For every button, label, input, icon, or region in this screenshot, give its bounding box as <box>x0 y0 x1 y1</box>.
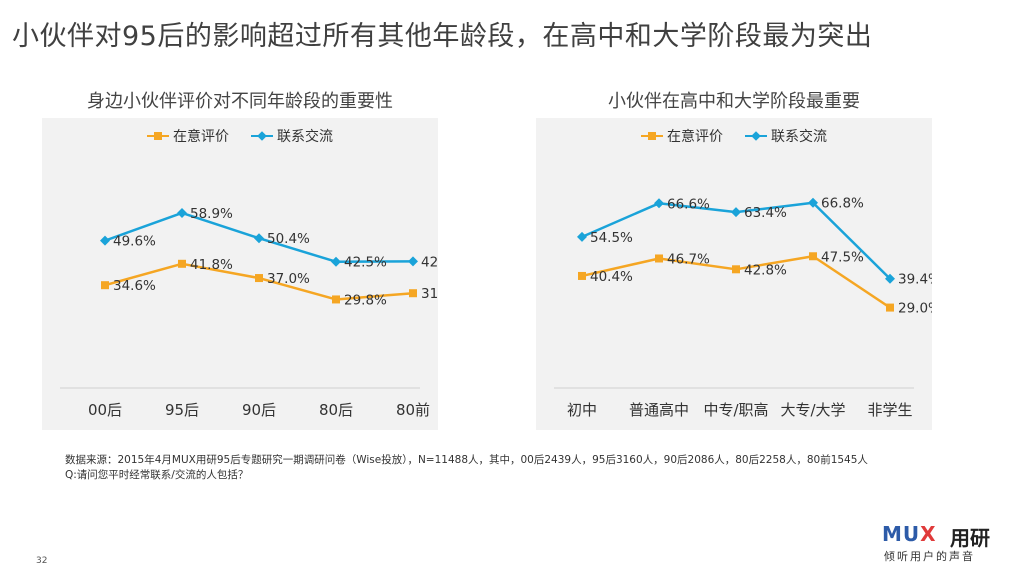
legend-diamond-icon <box>745 131 767 141</box>
legend-item-contact: 联系交流 <box>745 126 827 146</box>
legend-item-care: 在意评价 <box>641 126 723 146</box>
line-chart-right: 初中 普通高中 中专/职高 大专/大学 非学生 40.4% 46.7% 42.8% 47.5% 2… <box>554 196 932 419</box>
x-tick-label: 00后 <box>88 401 122 419</box>
data-label: 47.5% <box>821 249 864 265</box>
data-label: 29.8% <box>344 292 387 308</box>
footnote-source: 数据来源：2015年4月MUX用研95后专题研究一期调研问卷（Wise投放），N… <box>65 454 868 466</box>
data-point <box>731 207 741 218</box>
data-point <box>885 273 895 284</box>
legend-label: 在意评价 <box>667 129 723 145</box>
data-label: 42.8% <box>744 262 787 278</box>
data-point <box>255 274 263 283</box>
slide-title: 小伙伴对95后的影响超过所有其他年龄段，在高中和大学阶段最为突出 <box>12 21 873 52</box>
logo-mark: MUX <box>882 522 937 546</box>
data-point <box>177 207 187 218</box>
data-point <box>331 256 341 267</box>
data-point <box>886 303 894 312</box>
x-tick-label: 80后 <box>319 401 353 419</box>
data-label: 42.5% <box>344 255 387 271</box>
data-point <box>178 259 186 268</box>
data-point <box>100 235 110 246</box>
page-number: 32 <box>36 556 48 566</box>
data-label: 39.4% <box>898 272 932 288</box>
data-point <box>101 281 109 290</box>
data-point <box>254 233 264 244</box>
legend-square-icon <box>641 131 663 141</box>
data-label: 66.6% <box>667 196 710 212</box>
chart-title-right: 小伙伴在高中和大学阶段最重要 <box>608 91 860 112</box>
data-label: 46.7% <box>667 251 710 267</box>
mux-logo: MUX 用研 倾听用户的声音 <box>882 522 1002 566</box>
data-label: 37.0% <box>267 271 310 287</box>
legend-diamond-icon <box>251 131 273 141</box>
data-label: 34.6% <box>113 278 156 294</box>
x-tick-label: 95后 <box>165 401 199 419</box>
data-point <box>732 265 740 274</box>
logo-text: 用研 <box>950 526 990 550</box>
data-label: 41.8% <box>190 257 233 273</box>
x-tick-label: 初中 <box>567 401 597 419</box>
data-label: 50.4% <box>267 231 310 247</box>
legend-label: 联系交流 <box>771 129 827 145</box>
data-label: 63.4% <box>744 205 787 221</box>
chart-legend-left: 在意评价 联系交流 <box>42 126 438 146</box>
x-tick-label: 90后 <box>242 401 276 419</box>
legend-item-care: 在意评价 <box>147 126 229 146</box>
legend-square-icon <box>147 131 169 141</box>
footnote-question: Q:请问您平时经常联系/交流的人包括？ <box>65 469 249 481</box>
data-point <box>578 271 586 280</box>
data-label: 40.4% <box>590 269 633 285</box>
data-point <box>577 231 587 242</box>
data-point <box>332 295 340 304</box>
data-point <box>808 197 818 208</box>
data-label: 54.5% <box>590 230 633 246</box>
line-chart-left: 00后 95后 90后 80后 80前 34.6% 41.8% 37.0% 29.8% 31.9%… <box>60 206 438 419</box>
data-label: 42.6% <box>421 254 438 270</box>
data-label: 29.0% <box>898 301 932 317</box>
data-point <box>655 254 663 263</box>
chart-panel-left: 在意评价 联系交流 00后 95后 90后 80后 80前 34.6% 41.8% 37.0%… <box>42 118 438 430</box>
chart-legend-right: 在意评价 联系交流 <box>536 126 932 146</box>
legend-item-contact: 联系交流 <box>251 126 333 146</box>
legend-label: 联系交流 <box>277 129 333 145</box>
logo-slogan: 倾听用户的声音 <box>884 550 975 563</box>
footnote: 数据来源：2015年4月MUX用研95后专题研究一期调研问卷（Wise投放），N… <box>65 453 868 483</box>
x-tick-label: 非学生 <box>867 401 912 419</box>
data-point <box>408 256 418 267</box>
data-label: 66.8% <box>821 196 864 212</box>
chart-panel-right: 在意评价 联系交流 初中 普通高中 中专/职高 大专/大学 非学生 40.4% 46.7% 4… <box>536 118 932 430</box>
data-point <box>654 198 664 209</box>
data-point <box>409 289 417 298</box>
x-tick-label: 普通高中 <box>629 401 689 419</box>
x-tick-label: 中专/职高 <box>703 401 768 419</box>
data-label: 31.9% <box>421 286 438 302</box>
data-label: 58.9% <box>190 206 233 222</box>
legend-label: 在意评价 <box>173 129 229 145</box>
chart-title-left: 身边小伙伴评价对不同年龄段的重要性 <box>87 91 393 112</box>
x-tick-label: 大专/大学 <box>780 401 845 419</box>
data-point <box>809 252 817 261</box>
x-tick-label: 80前 <box>396 401 430 419</box>
data-label: 49.6% <box>113 234 156 250</box>
